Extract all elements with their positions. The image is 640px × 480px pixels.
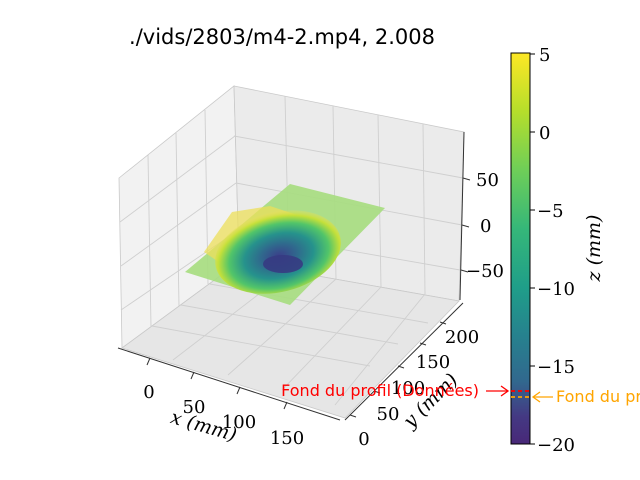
y-tick-labels: 0 50 100 150 200: [358, 327, 479, 450]
z-tick-label: 0: [480, 216, 491, 237]
surface-plot: [185, 184, 385, 305]
x-tick-label: 150: [270, 428, 304, 449]
y-tick-label: 200: [445, 327, 479, 348]
z-tick-labels: 50 0 −50: [466, 170, 504, 282]
x-tick-marks: [146, 357, 288, 410]
colorbar-tick-label: 0: [539, 123, 550, 144]
colorbar-tick-label: −20: [537, 435, 575, 456]
annotation-profile-bottom: Fond du profil: [556, 387, 640, 406]
x-axis-line: [117, 347, 341, 421]
y-tick-label: 0: [358, 429, 369, 450]
colorbar-tick-label: −15: [537, 357, 575, 378]
arrow-right-icon: [486, 385, 510, 397]
colorbar-label: z (mm): [583, 215, 605, 283]
colorbar-tick-label: 5: [539, 45, 550, 66]
y-axis-line: [344, 302, 464, 421]
colorbar-gradient: [510, 52, 531, 445]
z-tick-label: 50: [476, 170, 499, 191]
colorbar-tick-label: −10: [537, 279, 575, 300]
x-tick-label: 50: [183, 397, 206, 418]
annotations: Fond du profil (Données) Fond du profil: [281, 381, 640, 406]
z-axis-line: [459, 131, 465, 301]
colorbar-tick-marks: [530, 53, 535, 445]
surface-bottom: [263, 255, 303, 273]
y-tick-label: 150: [416, 352, 450, 373]
axes-3d: 0 50 100 150 0 50 100 150 200 50 0 −50 x…: [117, 85, 504, 450]
x-tick-labels: 0 50 100 150: [143, 382, 304, 449]
y-tick-marks: [349, 321, 447, 418]
annotation-profile-bottom-data: Fond du profil (Données): [281, 381, 479, 400]
colorbar: 5 0 −5 −10 −15 −20 z (mm): [510, 45, 605, 456]
arrow-left-icon: [531, 391, 553, 403]
x-tick-label: 100: [222, 412, 256, 433]
z-tick-label: −50: [466, 261, 504, 282]
colorbar-tick-label: −5: [537, 201, 564, 222]
surface-bowl: [215, 210, 341, 294]
y-tick-label: 50: [377, 404, 400, 425]
chart-title: ./vids/2803/m4-2.mp4, 2.008: [129, 25, 435, 49]
y-tick-label: 100: [391, 378, 425, 399]
pane-floor: [121, 261, 460, 419]
z-tick-marks: [460, 177, 471, 273]
x-tick-label: 0: [143, 382, 154, 403]
